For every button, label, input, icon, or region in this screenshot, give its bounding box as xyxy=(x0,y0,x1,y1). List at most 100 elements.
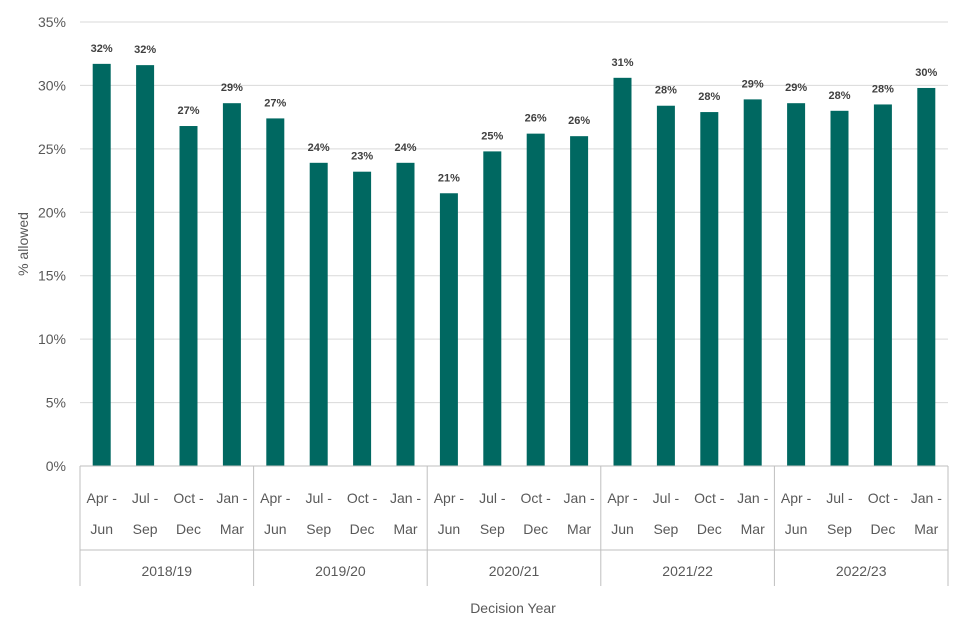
x-tick-label: Jun xyxy=(90,521,113,537)
x-tick-label: Jun xyxy=(611,521,634,537)
data-label: 23% xyxy=(351,151,373,163)
bar xyxy=(439,193,458,466)
data-label: 28% xyxy=(872,83,894,95)
data-label: 29% xyxy=(221,82,243,94)
x-tick-label: Jun xyxy=(785,521,808,537)
x-tick-label: Sep xyxy=(133,521,158,537)
y-tick-label: 0% xyxy=(46,458,66,474)
data-label: 21% xyxy=(438,172,460,184)
bar xyxy=(743,99,762,466)
gridlines xyxy=(80,21,948,404)
x-tick-label: Sep xyxy=(480,521,505,537)
x-tick-label: Jun xyxy=(438,521,461,537)
x-tick-label: Oct - xyxy=(173,490,204,506)
x-tick-label: Apr - xyxy=(260,490,291,506)
x-tick-label: Jan - xyxy=(216,490,247,506)
bar xyxy=(222,103,241,466)
bar xyxy=(787,103,806,466)
x-tick-label: Jul - xyxy=(479,490,506,506)
x-tick-label: Mar xyxy=(220,521,244,537)
x-tick-label: Mar xyxy=(393,521,417,537)
x-axis-title: Decision Year xyxy=(470,600,556,616)
data-label: 24% xyxy=(308,142,330,154)
y-tick-label: 10% xyxy=(38,331,66,347)
group-label: 2018/19 xyxy=(141,563,192,579)
bar xyxy=(656,105,675,467)
data-label: 32% xyxy=(91,43,113,55)
data-label: 31% xyxy=(611,57,633,69)
x-tick-label: Oct - xyxy=(347,490,378,506)
x-tick-label: Sep xyxy=(827,521,852,537)
y-tick-label: 5% xyxy=(46,395,66,411)
bar xyxy=(526,133,545,467)
x-axis: 2018/19 Apr - Jun Jul - Sep Oct - Dec Jan - Mar 2… xyxy=(79,465,949,586)
x-tick-label: Jan - xyxy=(564,490,595,506)
bar xyxy=(873,104,892,466)
bar xyxy=(396,162,415,466)
x-tick-label: Dec xyxy=(697,521,722,537)
data-label: 30% xyxy=(915,67,937,79)
data-label: 27% xyxy=(177,105,199,117)
x-tick-label: Jul - xyxy=(826,490,853,506)
y-tick-label: 25% xyxy=(38,141,66,157)
data-label: 32% xyxy=(134,44,156,56)
data-label: 28% xyxy=(698,91,720,103)
bar xyxy=(266,118,285,466)
x-tick-label: Dec xyxy=(350,521,375,537)
bar xyxy=(570,136,589,466)
bar xyxy=(309,162,328,466)
x-tick-label: Oct - xyxy=(521,490,552,506)
x-tick-label: Jul - xyxy=(132,490,159,506)
x-tick-label: Jan - xyxy=(390,490,421,506)
x-tick-label: Jan - xyxy=(737,490,768,506)
x-tick-label: Mar xyxy=(567,521,591,537)
data-label: 29% xyxy=(742,78,764,90)
x-tick-label: Jul - xyxy=(305,490,332,506)
group-label: 2020/21 xyxy=(489,563,540,579)
x-tick-label: Oct - xyxy=(868,490,899,506)
x-tick-label: Sep xyxy=(306,521,331,537)
x-tick-label: Dec xyxy=(176,521,201,537)
data-label: 28% xyxy=(828,90,850,102)
data-label: 24% xyxy=(394,142,416,154)
x-tick-label: Jun xyxy=(264,521,287,537)
x-tick-label: Jan - xyxy=(911,490,942,506)
data-labels: 32% 32% 27% 29% 27% 24% 23% 24% 21% 25% 26% 26% 31% 2… xyxy=(91,43,938,184)
bar xyxy=(613,77,632,467)
bars xyxy=(92,63,936,467)
bar xyxy=(92,63,111,467)
x-tick-label: Apr - xyxy=(87,490,118,506)
bar xyxy=(136,65,155,466)
y-tick-label: 30% xyxy=(38,77,66,93)
data-label: 29% xyxy=(785,82,807,94)
x-tick-label: Sep xyxy=(653,521,678,537)
data-label: 26% xyxy=(568,115,590,127)
y-axis-title: % allowed xyxy=(15,212,31,276)
bar xyxy=(483,151,502,466)
x-tick-label: Dec xyxy=(523,521,548,537)
y-tick-label: 15% xyxy=(38,268,66,284)
group-label: 2022/23 xyxy=(836,563,887,579)
data-label: 28% xyxy=(655,85,677,97)
bar xyxy=(917,87,936,467)
x-tick-label: Dec xyxy=(870,521,895,537)
x-tick-label: Apr - xyxy=(607,490,638,506)
group-label: 2021/22 xyxy=(662,563,713,579)
x-tick-label: Apr - xyxy=(781,490,812,506)
group-label: 2019/20 xyxy=(315,563,366,579)
data-label: 26% xyxy=(525,113,547,125)
bar xyxy=(700,112,719,466)
data-label: 27% xyxy=(264,97,286,109)
y-axis-ticks: 0% 5% 10% 15% 20% 25% 30% 35% xyxy=(38,14,66,474)
bar xyxy=(353,171,372,467)
x-tick-label: Mar xyxy=(914,521,938,537)
x-tick-label: Mar xyxy=(741,521,765,537)
x-tick-label: Apr - xyxy=(434,490,465,506)
x-tick-label: Jul - xyxy=(653,490,680,506)
bar xyxy=(179,126,198,466)
x-tick-label: Oct - xyxy=(694,490,725,506)
y-tick-label: 35% xyxy=(38,14,66,30)
y-tick-label: 20% xyxy=(38,204,66,220)
data-label: 25% xyxy=(481,130,503,142)
